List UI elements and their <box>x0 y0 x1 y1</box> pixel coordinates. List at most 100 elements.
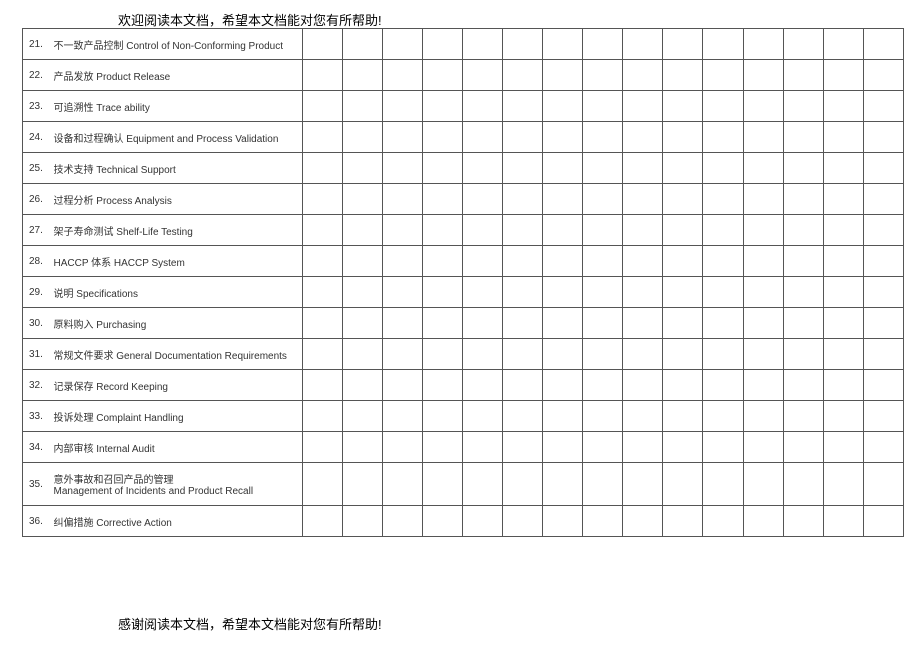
row-number: 24. <box>23 122 54 153</box>
row-label: 纠偏措施 Corrective Action <box>54 506 303 537</box>
empty-cell <box>663 463 703 506</box>
table-row: 36.纠偏措施 Corrective Action <box>23 506 904 537</box>
empty-cell <box>423 432 463 463</box>
empty-cell <box>583 339 623 370</box>
empty-cell <box>663 60 703 91</box>
empty-cell <box>623 153 663 184</box>
row-label: 常规文件要求 General Documentation Requirement… <box>54 339 303 370</box>
row-label: 记录保存 Record Keeping <box>54 370 303 401</box>
row-label: 产品发放 Product Release <box>54 60 303 91</box>
row-label: 不一致产品控制 Control of Non-Conforming Produc… <box>54 29 303 60</box>
empty-cell <box>342 370 382 401</box>
empty-cell <box>543 506 583 537</box>
empty-cell <box>543 339 583 370</box>
empty-cell <box>743 184 783 215</box>
empty-cell <box>342 60 382 91</box>
empty-cell <box>823 339 863 370</box>
page: 欢迎阅读本文档，希望本文档能对您有所帮助! 21.不一致产品控制 Control… <box>0 0 920 651</box>
empty-cell <box>463 339 503 370</box>
empty-cell <box>423 277 463 308</box>
empty-cell <box>863 91 903 122</box>
empty-cell <box>503 60 543 91</box>
empty-cell <box>503 370 543 401</box>
empty-cell <box>743 277 783 308</box>
row-label: 投诉处理 Complaint Handling <box>54 401 303 432</box>
empty-cell <box>543 277 583 308</box>
empty-cell <box>823 401 863 432</box>
empty-cell <box>382 308 422 339</box>
empty-cell <box>663 29 703 60</box>
empty-cell <box>503 215 543 246</box>
row-label: 设备和过程确认 Equipment and Process Validation <box>54 122 303 153</box>
row-number: 34. <box>23 432 54 463</box>
empty-cell <box>302 215 342 246</box>
empty-cell <box>783 122 823 153</box>
empty-cell <box>503 308 543 339</box>
empty-cell <box>382 91 422 122</box>
empty-cell <box>783 91 823 122</box>
empty-cell <box>583 401 623 432</box>
empty-cell <box>863 60 903 91</box>
empty-cell <box>302 308 342 339</box>
empty-cell <box>863 432 903 463</box>
empty-cell <box>342 339 382 370</box>
row-label: 内部审核 Internal Audit <box>54 432 303 463</box>
empty-cell <box>382 432 422 463</box>
table-row: 33.投诉处理 Complaint Handling <box>23 401 904 432</box>
empty-cell <box>663 401 703 432</box>
empty-cell <box>783 506 823 537</box>
empty-cell <box>342 308 382 339</box>
empty-cell <box>543 246 583 277</box>
empty-cell <box>623 91 663 122</box>
empty-cell <box>743 246 783 277</box>
empty-cell <box>302 370 342 401</box>
empty-cell <box>823 184 863 215</box>
table-row: 30.原料购入 Purchasing <box>23 308 904 339</box>
empty-cell <box>623 401 663 432</box>
empty-cell <box>623 60 663 91</box>
empty-cell <box>423 463 463 506</box>
empty-cell <box>823 91 863 122</box>
empty-cell <box>663 215 703 246</box>
empty-cell <box>302 339 342 370</box>
empty-cell <box>623 277 663 308</box>
empty-cell <box>703 215 743 246</box>
empty-cell <box>382 122 422 153</box>
empty-cell <box>623 463 663 506</box>
row-number: 35. <box>23 463 54 506</box>
empty-cell <box>382 277 422 308</box>
empty-cell <box>783 246 823 277</box>
empty-cell <box>423 91 463 122</box>
row-number: 26. <box>23 184 54 215</box>
row-number: 33. <box>23 401 54 432</box>
empty-cell <box>783 184 823 215</box>
empty-cell <box>783 60 823 91</box>
empty-cell <box>382 60 422 91</box>
empty-cell <box>703 60 743 91</box>
empty-cell <box>663 308 703 339</box>
table-row: 22.产品发放 Product Release <box>23 60 904 91</box>
empty-cell <box>302 153 342 184</box>
empty-cell <box>503 91 543 122</box>
empty-cell <box>823 370 863 401</box>
empty-cell <box>583 29 623 60</box>
empty-cell <box>823 308 863 339</box>
table-row: 32.记录保存 Record Keeping <box>23 370 904 401</box>
empty-cell <box>423 215 463 246</box>
empty-cell <box>543 122 583 153</box>
empty-cell <box>823 246 863 277</box>
empty-cell <box>342 401 382 432</box>
empty-cell <box>342 246 382 277</box>
empty-cell <box>543 184 583 215</box>
table-row: 25.技术支持 Technical Support <box>23 153 904 184</box>
table-row: 23.可追溯性 Trace ability <box>23 91 904 122</box>
empty-cell <box>743 432 783 463</box>
empty-cell <box>743 308 783 339</box>
empty-cell <box>382 29 422 60</box>
empty-cell <box>863 246 903 277</box>
empty-cell <box>543 370 583 401</box>
empty-cell <box>382 246 422 277</box>
table-row: 26.过程分析 Process Analysis <box>23 184 904 215</box>
empty-cell <box>342 184 382 215</box>
empty-cell <box>743 506 783 537</box>
